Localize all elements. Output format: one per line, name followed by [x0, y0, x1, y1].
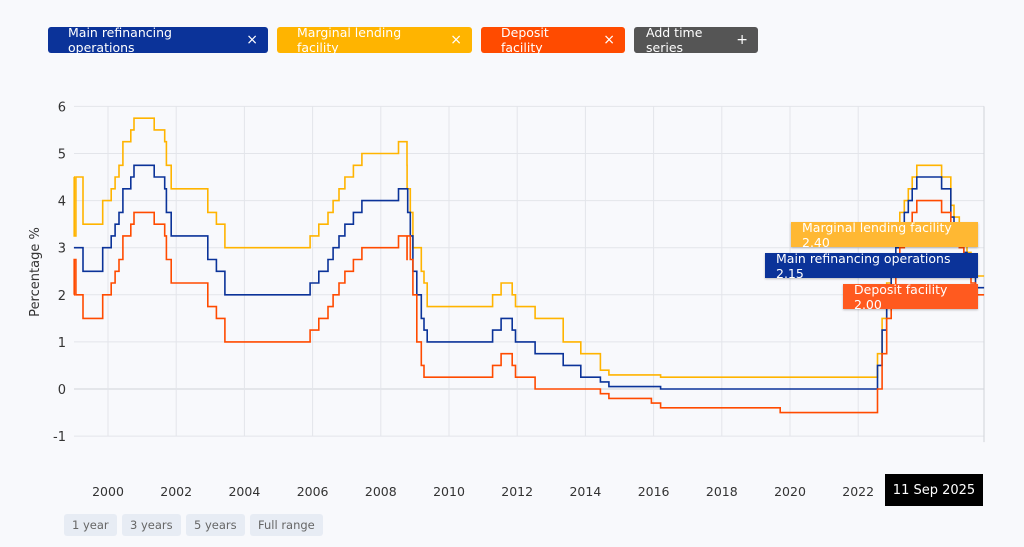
range-3-years[interactable]: 3 years [122, 514, 181, 536]
range-full[interactable]: Full range [250, 514, 323, 536]
x-tick-label: 2020 [774, 484, 806, 499]
x-tick-label: 2010 [433, 484, 465, 499]
chip-marginal-lending[interactable]: Marginal lending facility × [277, 25, 472, 55]
x-tick-label: 2006 [297, 484, 329, 499]
tooltip-deposit-facility: Deposit facility 2.00 [843, 282, 978, 312]
add-time-series-button[interactable]: Add time series + [634, 25, 758, 55]
close-icon[interactable]: × [450, 32, 462, 48]
y-tick-label: 4 [58, 195, 66, 210]
tooltip-main-refinancing: Main refinancing operations 2.15 [765, 251, 978, 281]
y-tick-label: 2 [58, 289, 66, 304]
cursor-date-label: 11 Sep 2025 [885, 474, 983, 506]
plus-icon: + [736, 32, 748, 48]
y-tick-label: 5 [58, 148, 66, 163]
x-tick-label: 2000 [92, 484, 124, 499]
chip-main-refinancing[interactable]: Main refinancing operations × [48, 25, 268, 55]
range-1-year[interactable]: 1 year [64, 514, 117, 536]
chip-deposit-facility[interactable]: Deposit facility × [481, 25, 625, 55]
x-tick-label: 2016 [638, 484, 670, 499]
series-line-main-refinancing-operations[interactable] [73, 164, 985, 390]
y-tick-label: 1 [58, 336, 66, 351]
y-tick-label: -1 [53, 430, 66, 445]
y-tick-label: 6 [58, 100, 66, 115]
chip-label: Main refinancing operations [68, 25, 172, 55]
y-tick-label: 0 [58, 383, 66, 398]
tooltip-marginal-lending: Marginal lending facility 2.40 [791, 220, 978, 250]
x-tick-label: 2008 [365, 484, 397, 499]
x-tick-label: 2022 [842, 484, 874, 499]
add-label: Add time series [646, 25, 703, 55]
y-axis-label: Percentage % [28, 227, 43, 317]
x-tick-label: 2002 [160, 484, 192, 499]
x-tick-label: 2014 [569, 484, 601, 499]
series-line-marginal-lending-facility[interactable] [73, 117, 985, 378]
range-5-years[interactable]: 5 years [186, 514, 245, 536]
x-tick-label: 2018 [706, 484, 738, 499]
chip-label: Marginal lending facility [297, 25, 402, 55]
chip-label: Deposit facility [501, 25, 549, 55]
close-icon[interactable]: × [603, 32, 615, 48]
x-tick-label: 2004 [228, 484, 260, 499]
y-tick-label: 3 [58, 242, 66, 257]
x-tick-label: 2012 [501, 484, 533, 499]
close-icon[interactable]: × [246, 32, 258, 48]
